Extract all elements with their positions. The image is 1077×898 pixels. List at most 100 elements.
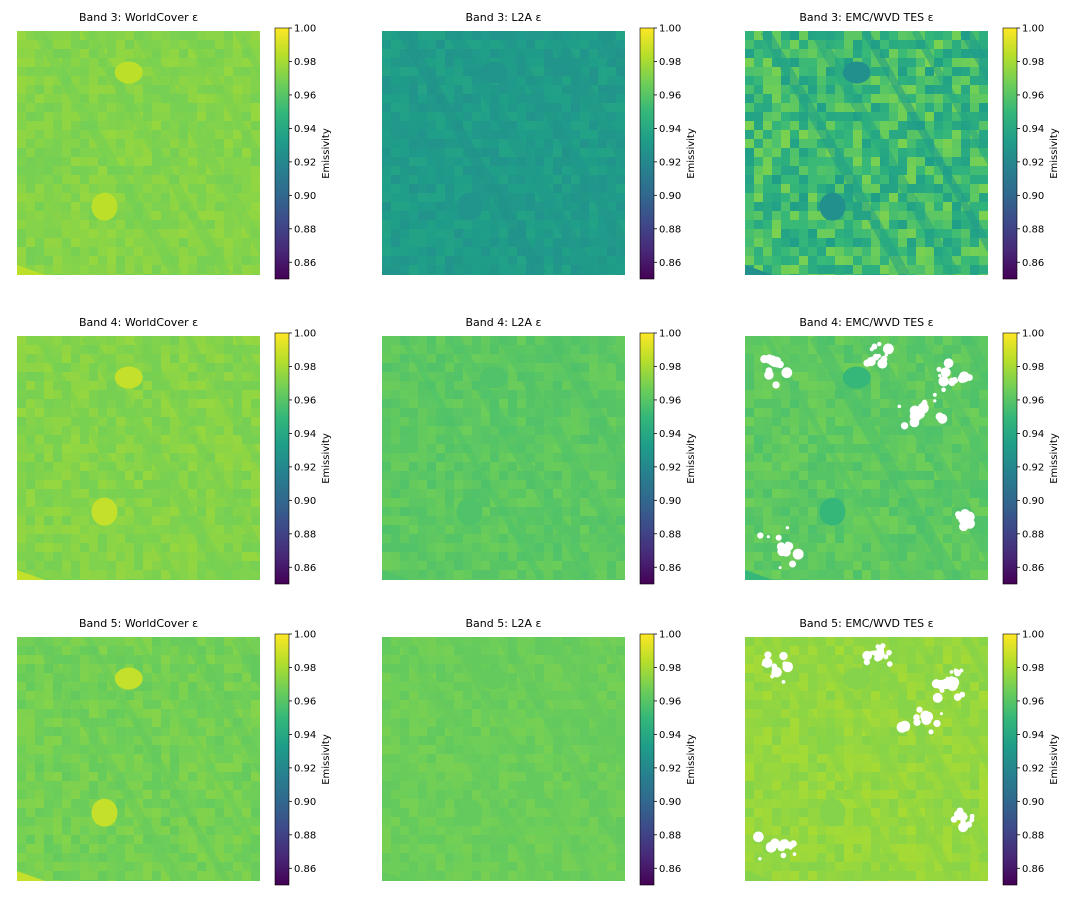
heatmap-cell (481, 202, 490, 211)
heatmap-cell (206, 274, 215, 275)
heatmap-cell (889, 265, 898, 274)
heatmap-cell (26, 76, 35, 85)
heatmap-cell (53, 637, 62, 646)
heatmap-cell (580, 49, 589, 58)
heatmap-cell (233, 471, 242, 480)
heatmap-cell (418, 265, 427, 274)
heatmap-cell (62, 516, 71, 525)
heatmap-cell (170, 363, 179, 372)
heatmap-cell (206, 480, 215, 489)
heatmap-cell (898, 49, 907, 58)
heatmap-cell (436, 121, 445, 130)
heatmap-cell (179, 444, 188, 453)
heatmap-cell (152, 112, 161, 121)
heatmap-cell (251, 220, 260, 229)
heatmap-cell (499, 148, 508, 157)
heatmap-cell (562, 417, 571, 426)
heatmap-cell (382, 157, 391, 166)
heatmap-cell (826, 121, 835, 130)
heatmap-cell (808, 498, 817, 507)
heatmap-cell (943, 579, 952, 580)
heatmap-cell (898, 247, 907, 256)
heatmap-cell (616, 435, 625, 444)
heatmap-cell (781, 112, 790, 121)
heatmap-cell (107, 238, 116, 247)
heatmap-cell (571, 85, 580, 94)
heatmap-cell (808, 354, 817, 363)
heatmap-cell (943, 67, 952, 76)
heatmap-cell (445, 372, 454, 381)
heatmap-cell (898, 40, 907, 49)
heatmap-cell (889, 31, 898, 40)
heatmap-cell (580, 220, 589, 229)
heatmap-cell (763, 390, 772, 399)
heatmap-cell (382, 202, 391, 211)
heatmap-cell (35, 76, 44, 85)
heatmap-cell (134, 184, 143, 193)
heatmap-cell (808, 552, 817, 561)
masked-pixel (869, 347, 874, 352)
heatmap-cell (427, 49, 436, 58)
heatmap-cell (143, 112, 152, 121)
edge-feature (17, 570, 45, 580)
heatmap-cell (970, 58, 979, 67)
heatmap-cell (26, 103, 35, 112)
heatmap-cell (790, 372, 799, 381)
heatmap-cell (134, 94, 143, 103)
heatmap-cell (143, 157, 152, 166)
heatmap-cell (970, 498, 979, 507)
heatmap-cell (161, 664, 170, 673)
heatmap-cell (436, 58, 445, 67)
heatmap-cell (80, 175, 89, 184)
heatmap-cell (844, 507, 853, 516)
heatmap-cell (952, 390, 961, 399)
heatmap-cell (80, 67, 89, 76)
heatmap-cell (89, 579, 98, 580)
heatmap-cell (961, 435, 970, 444)
heatmap-cell (808, 525, 817, 534)
heatmap-cell (871, 579, 880, 580)
heatmap-cell (907, 256, 916, 265)
heatmap-cell (152, 673, 161, 682)
heatmap-cell (553, 157, 562, 166)
heatmap-cell (745, 58, 754, 67)
heatmap-cell (790, 247, 799, 256)
heatmap-cell (391, 372, 400, 381)
heatmap-cell (251, 31, 260, 40)
heatmap-cell (233, 220, 242, 229)
heatmap-cell (418, 489, 427, 498)
heatmap-cell (152, 94, 161, 103)
heatmap-cell (817, 570, 826, 579)
heatmap-cell (781, 480, 790, 489)
heatmap-cell (844, 552, 853, 561)
heatmap-cell (745, 94, 754, 103)
heatmap-cell (134, 561, 143, 570)
heatmap-cell (925, 381, 934, 390)
heatmap-cell (418, 175, 427, 184)
masked-pixel (955, 511, 962, 518)
heatmap-cell (754, 256, 763, 265)
heatmap-cell (754, 354, 763, 363)
heatmap-cell (89, 211, 98, 220)
heatmap-cell (53, 453, 62, 462)
heatmap-cell (242, 498, 251, 507)
heatmap-cell (526, 274, 535, 275)
heatmap-cell (463, 462, 472, 471)
heatmap-cell (844, 444, 853, 453)
heatmap-cell (242, 103, 251, 112)
heatmap-cell (445, 399, 454, 408)
heatmap-cell (44, 525, 53, 534)
heatmap-cell (53, 256, 62, 265)
heatmap-cell (116, 435, 125, 444)
heatmap-cell (170, 534, 179, 543)
heatmap-cell (481, 453, 490, 462)
heatmap-cell (161, 691, 170, 700)
heatmap-image (17, 31, 260, 275)
heatmap-cell (571, 507, 580, 516)
heatmap-cell (952, 31, 961, 40)
heatmap-cell (871, 148, 880, 157)
heatmap-cell (17, 664, 26, 673)
masked-pixel (775, 534, 782, 541)
heatmap-cell (89, 372, 98, 381)
heatmap-cell (454, 76, 463, 85)
